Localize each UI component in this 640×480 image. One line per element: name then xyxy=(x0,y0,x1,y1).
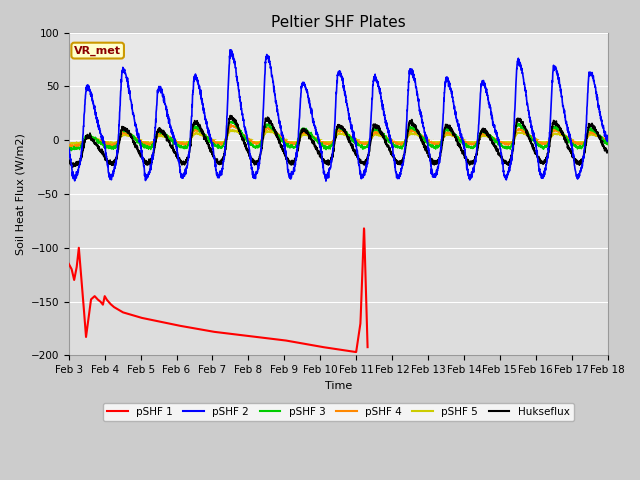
Y-axis label: Soil Heat Flux (W/m2): Soil Heat Flux (W/m2) xyxy=(15,133,25,255)
Legend: pSHF 1, pSHF 2, pSHF 3, pSHF 4, pSHF 5, Hukseflux: pSHF 1, pSHF 2, pSHF 3, pSHF 4, pSHF 5, … xyxy=(102,403,573,421)
X-axis label: Time: Time xyxy=(324,381,352,391)
Bar xyxy=(68,33,607,210)
Bar xyxy=(68,210,607,355)
Text: VR_met: VR_met xyxy=(74,46,121,56)
Title: Peltier SHF Plates: Peltier SHF Plates xyxy=(271,15,406,30)
